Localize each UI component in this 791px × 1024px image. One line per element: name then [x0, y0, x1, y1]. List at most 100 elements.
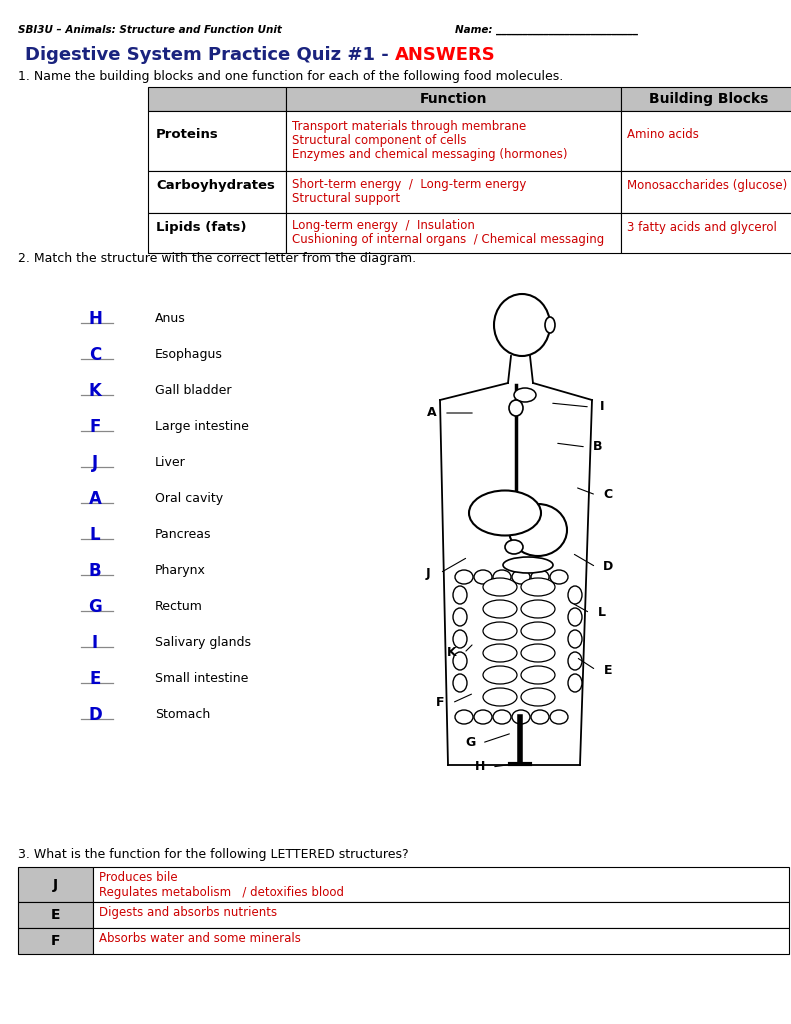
Text: Building Blocks: Building Blocks	[649, 92, 768, 106]
Ellipse shape	[483, 688, 517, 706]
Text: D: D	[603, 560, 613, 573]
Ellipse shape	[550, 570, 568, 584]
Ellipse shape	[483, 600, 517, 618]
Text: Carboyhydrates: Carboyhydrates	[156, 179, 275, 193]
Text: 3 fatty acids and glycerol: 3 fatty acids and glycerol	[627, 220, 777, 233]
Ellipse shape	[514, 388, 536, 402]
Ellipse shape	[453, 586, 467, 604]
Text: Enzymes and chemical messaging (hormones): Enzymes and chemical messaging (hormones…	[292, 148, 567, 161]
Ellipse shape	[483, 666, 517, 684]
Text: H: H	[475, 761, 485, 773]
Text: Produces bile: Produces bile	[99, 871, 178, 884]
Text: C: C	[604, 488, 612, 502]
Text: Large intestine: Large intestine	[155, 420, 249, 433]
Text: A: A	[89, 490, 101, 508]
Text: Liver: Liver	[155, 456, 186, 469]
Text: F: F	[89, 418, 100, 436]
Bar	[621, 213, 791, 253]
Bar	[93, 867, 789, 902]
Ellipse shape	[483, 622, 517, 640]
Ellipse shape	[568, 608, 582, 626]
Bar	[148, 171, 286, 213]
Text: Gall bladder: Gall bladder	[155, 384, 232, 397]
Text: Cushioning of internal organs  / Chemical messaging: Cushioning of internal organs / Chemical…	[292, 233, 604, 246]
Text: E: E	[89, 670, 100, 688]
Text: J: J	[92, 454, 98, 472]
Ellipse shape	[494, 294, 550, 356]
Bar	[286, 171, 621, 213]
Text: L: L	[598, 606, 606, 620]
Text: Proteins: Proteins	[156, 128, 219, 141]
Ellipse shape	[521, 666, 555, 684]
Bar	[18, 902, 93, 928]
Ellipse shape	[455, 570, 473, 584]
Ellipse shape	[474, 570, 492, 584]
Text: E: E	[604, 664, 612, 677]
Bar	[18, 867, 93, 902]
Ellipse shape	[568, 674, 582, 692]
Text: I: I	[92, 634, 98, 652]
Ellipse shape	[493, 710, 511, 724]
Text: F: F	[51, 934, 60, 948]
Ellipse shape	[512, 710, 530, 724]
Text: Long-term energy  /  Insulation: Long-term energy / Insulation	[292, 219, 475, 232]
Text: G: G	[465, 736, 475, 750]
Text: Absorbs water and some minerals: Absorbs water and some minerals	[99, 932, 301, 945]
Ellipse shape	[493, 570, 511, 584]
Text: Small intestine: Small intestine	[155, 672, 248, 685]
Text: H: H	[88, 310, 102, 328]
Ellipse shape	[453, 608, 467, 626]
Ellipse shape	[503, 557, 553, 573]
Text: G: G	[88, 598, 102, 616]
Text: Lipids (fats): Lipids (fats)	[156, 220, 247, 233]
Text: Structural support: Structural support	[292, 193, 400, 205]
Text: Pharynx: Pharynx	[155, 564, 206, 577]
Text: SBI3U – Animals: Structure and Function Unit: SBI3U – Animals: Structure and Function …	[18, 25, 282, 35]
Text: I: I	[600, 400, 604, 414]
Text: Short-term energy  /  Long-term energy: Short-term energy / Long-term energy	[292, 178, 526, 191]
Bar	[286, 111, 621, 171]
Ellipse shape	[455, 710, 473, 724]
Ellipse shape	[521, 600, 555, 618]
Text: Transport materials through membrane: Transport materials through membrane	[292, 120, 526, 133]
Text: Monosaccharides (glucose): Monosaccharides (glucose)	[627, 179, 787, 193]
Ellipse shape	[531, 710, 549, 724]
Text: Rectum: Rectum	[155, 600, 202, 613]
Text: ANSWERS: ANSWERS	[395, 46, 496, 63]
Ellipse shape	[469, 490, 541, 536]
Text: L: L	[89, 526, 100, 544]
Ellipse shape	[550, 710, 568, 724]
Text: Salivary glands: Salivary glands	[155, 636, 251, 649]
Ellipse shape	[453, 674, 467, 692]
Text: J: J	[426, 566, 430, 580]
Text: 2. Match the structure with the correct letter from the diagram.: 2. Match the structure with the correct …	[18, 252, 416, 265]
Text: D: D	[88, 706, 102, 724]
Text: K: K	[89, 382, 101, 400]
Text: Digests and absorbs nutrients: Digests and absorbs nutrients	[99, 906, 277, 919]
Ellipse shape	[568, 630, 582, 648]
Bar	[148, 87, 286, 111]
Text: Stomach: Stomach	[155, 708, 210, 721]
Bar	[286, 87, 621, 111]
Ellipse shape	[521, 644, 555, 662]
Ellipse shape	[453, 630, 467, 648]
Ellipse shape	[453, 652, 467, 670]
Text: E: E	[51, 908, 60, 922]
Text: B: B	[593, 440, 603, 454]
Ellipse shape	[568, 586, 582, 604]
Text: Name: ___________________________: Name: ___________________________	[455, 25, 638, 35]
Bar	[621, 171, 791, 213]
Text: Anus: Anus	[155, 312, 186, 325]
Text: 3. What is the function for the following LETTERED structures?: 3. What is the function for the followin…	[18, 848, 409, 861]
Bar	[93, 902, 789, 928]
Text: Esophagus: Esophagus	[155, 348, 223, 361]
Ellipse shape	[521, 688, 555, 706]
Ellipse shape	[531, 570, 549, 584]
Bar	[148, 111, 286, 171]
Text: F: F	[436, 696, 445, 710]
Ellipse shape	[512, 570, 530, 584]
Text: A: A	[427, 407, 437, 420]
Text: Amino acids: Amino acids	[627, 128, 699, 141]
Bar	[18, 928, 93, 954]
Text: B: B	[89, 562, 101, 580]
